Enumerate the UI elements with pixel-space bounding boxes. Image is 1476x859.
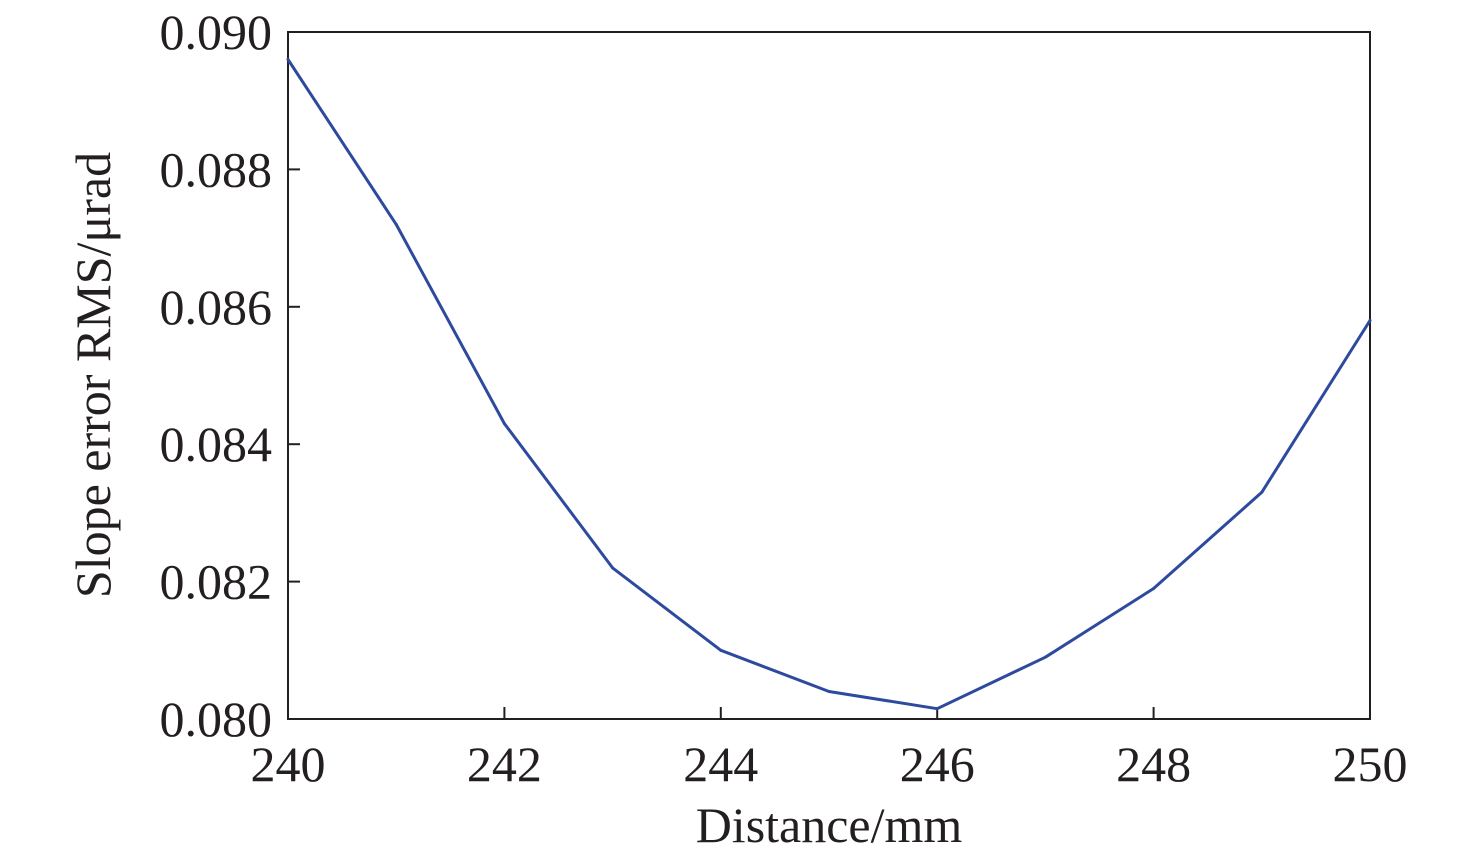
x-tick-label: 246 [900, 736, 975, 792]
data-point [1260, 490, 1264, 494]
y-axis-title: Slope error RMS/μrad [65, 152, 121, 598]
y-tick-label: 0.080 [160, 691, 273, 747]
data-point [611, 566, 615, 570]
data-point [502, 422, 506, 426]
data-point [719, 648, 723, 652]
data-point [1368, 319, 1372, 323]
data-point [394, 222, 398, 226]
data-point [286, 57, 290, 61]
x-axis-ticks: 240 242 244 246 248 250 [251, 707, 1408, 792]
y-tick-label: 0.088 [160, 141, 273, 197]
x-axis-title: Distance/mm [696, 797, 963, 853]
y-axis-ticks: 0.080 0.082 0.084 0.086 0.088 0.090 [160, 4, 300, 747]
y-tick-label: 0.086 [160, 279, 273, 335]
data-point [935, 707, 939, 711]
data-point [1043, 655, 1047, 659]
y-tick-label: 0.082 [160, 554, 273, 610]
y-tick-label: 0.090 [160, 4, 273, 60]
data-point [1152, 586, 1156, 590]
series-line [286, 58, 1372, 711]
plot-frame [287, 31, 1371, 720]
x-tick-label: 250 [1333, 736, 1408, 792]
y-tick-label: 0.084 [160, 416, 273, 472]
x-tick-label: 244 [683, 736, 758, 792]
data-point [827, 690, 831, 694]
x-tick-label: 242 [467, 736, 542, 792]
x-tick-label: 240 [251, 736, 326, 792]
series-layer [286, 57, 1372, 711]
x-tick-label: 248 [1116, 736, 1191, 792]
